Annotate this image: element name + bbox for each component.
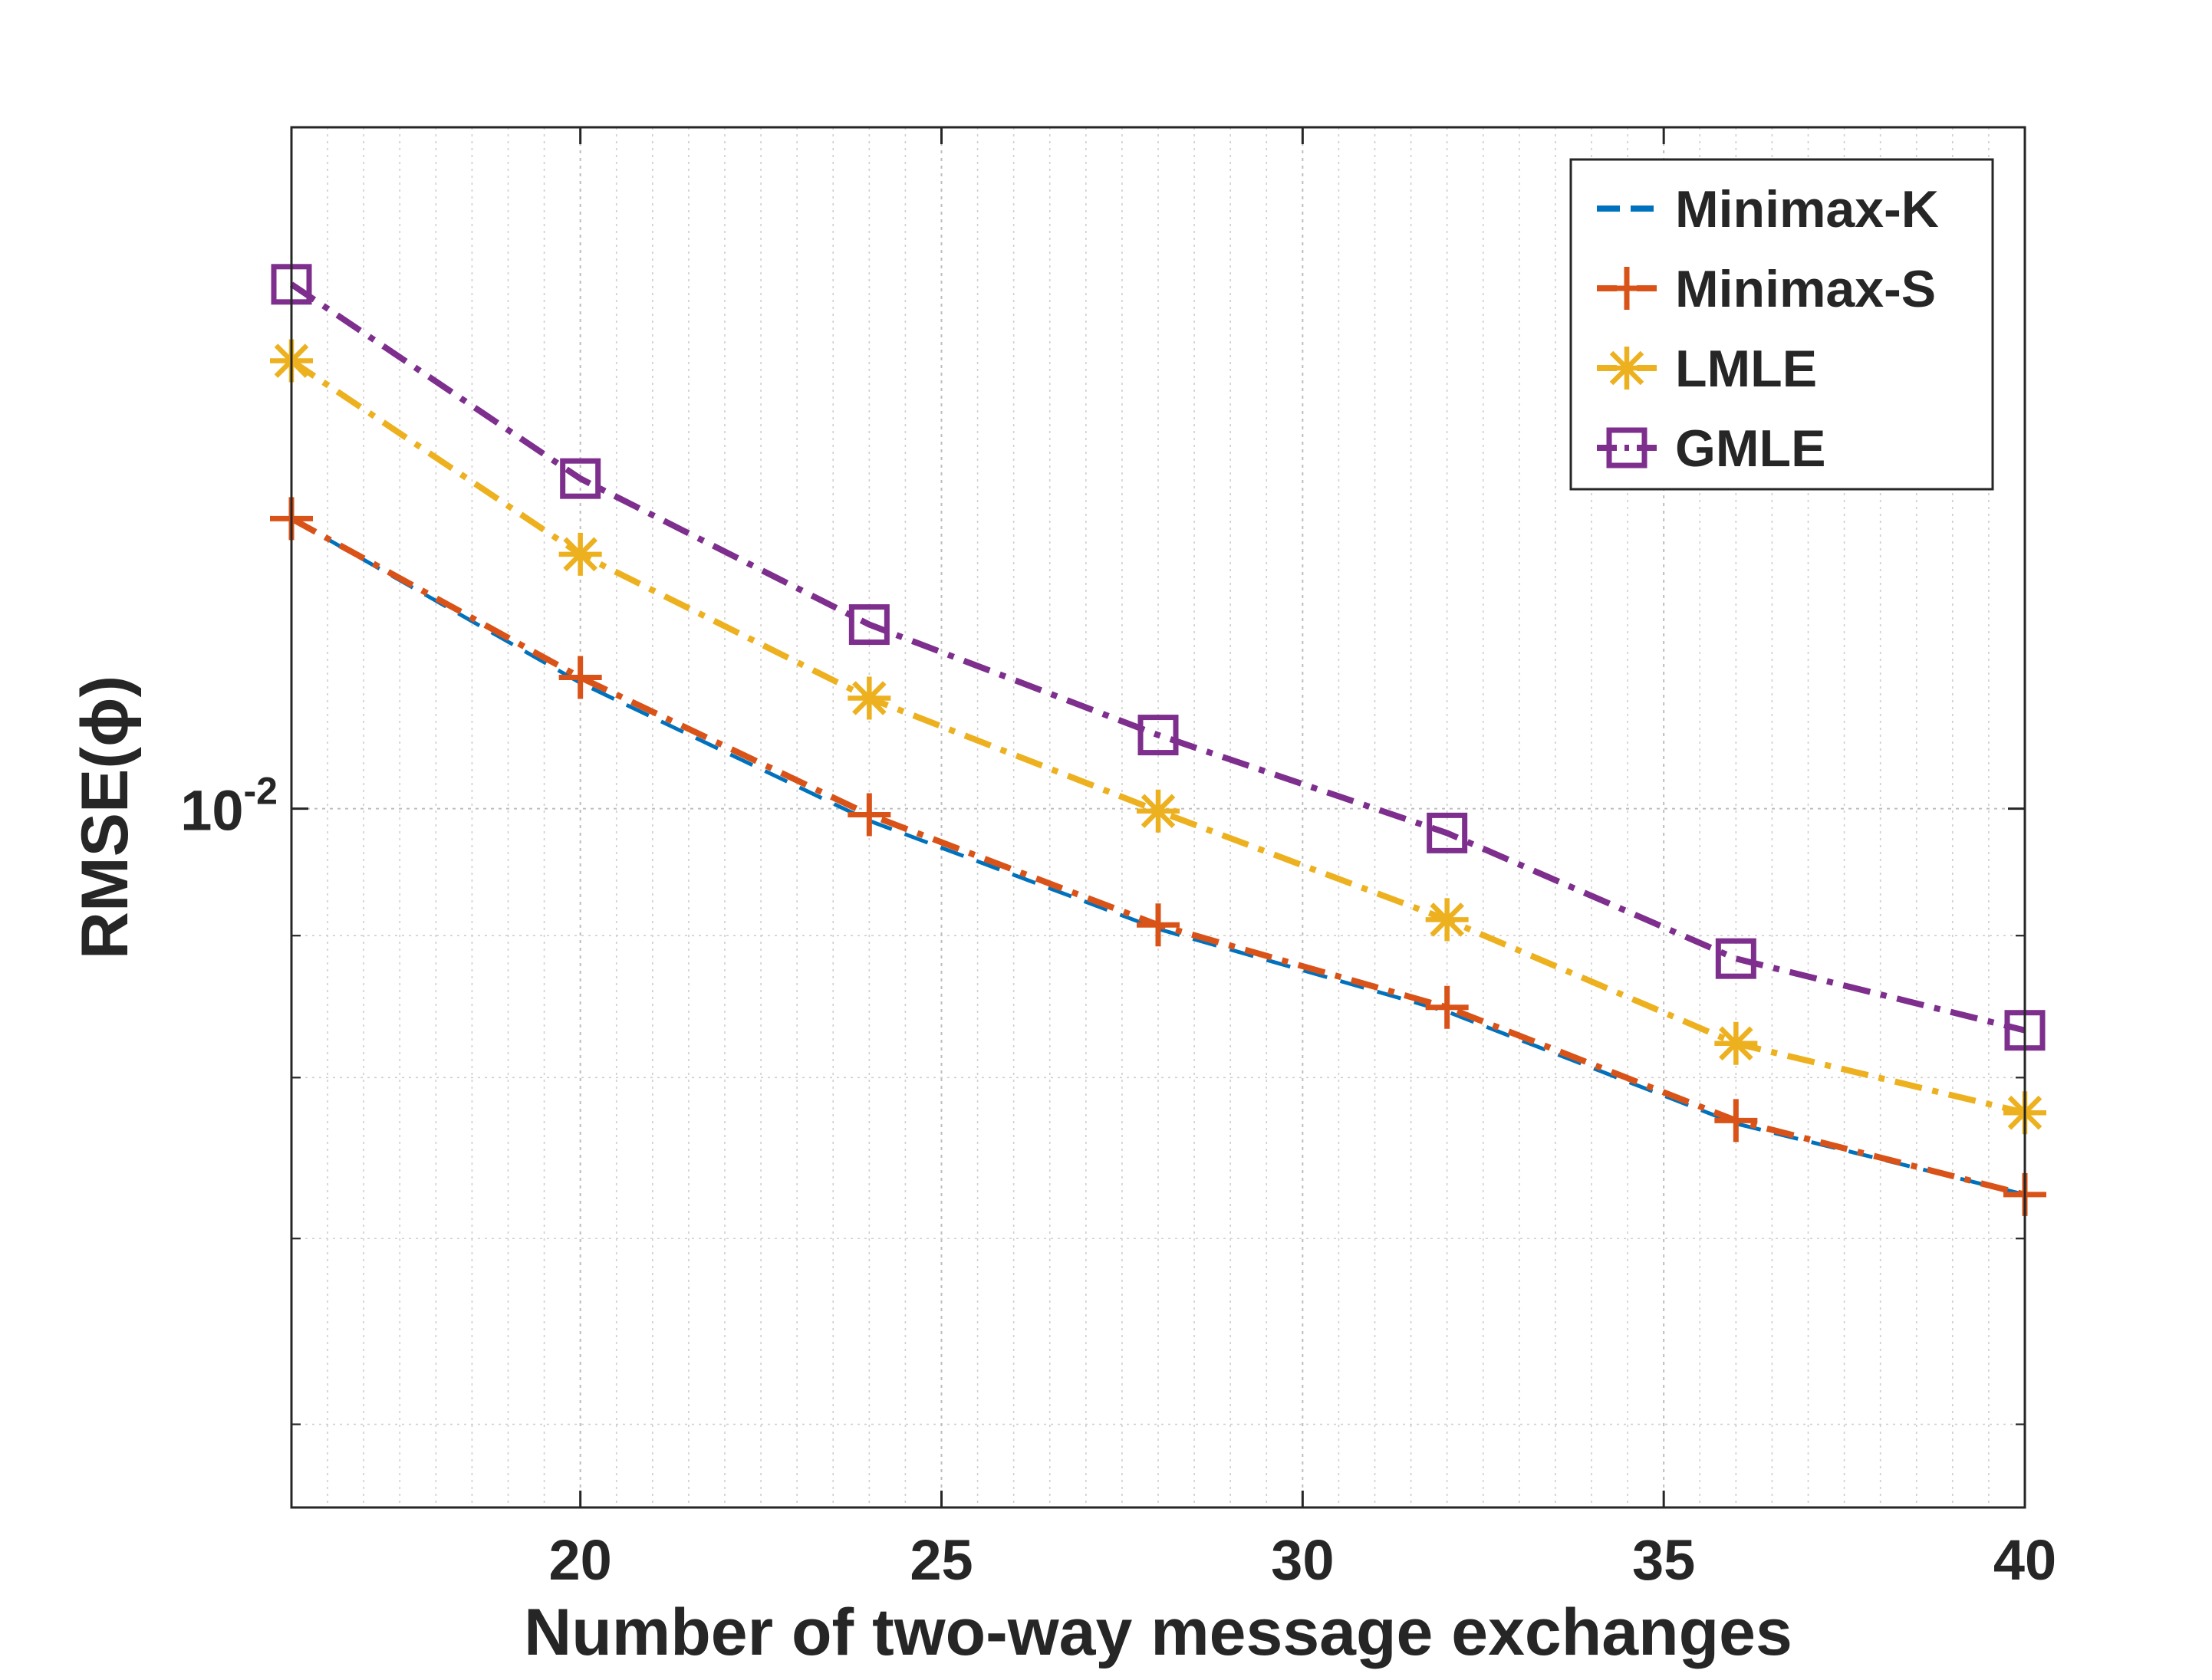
data-point-gmle xyxy=(1137,715,1179,756)
data-point-minimax-s xyxy=(848,793,891,837)
legend-box xyxy=(1569,158,1994,491)
x-tick-label: 40 xyxy=(1993,1528,2056,1592)
data-point-minimax-s xyxy=(1425,985,1469,1029)
data-point-lmle xyxy=(558,532,602,576)
x-tick-labels: 20 25 30 35 40 xyxy=(549,1528,2057,1592)
data-point-minimax-s xyxy=(558,656,602,699)
data-point-lmle xyxy=(1137,789,1180,833)
axis-ticks xyxy=(291,127,2026,1507)
data-point-minimax-s xyxy=(1137,903,1180,947)
legend-items: Minimax-K Minimax-S LMLE GMLE xyxy=(1597,180,1939,478)
data-point-lmle xyxy=(1714,1021,1758,1065)
legend-item-gmle: GMLE xyxy=(1597,419,1825,478)
y-tick-labels: 10-2 xyxy=(180,770,278,843)
legend-label-minimax-s: Minimax-S xyxy=(1675,260,1936,318)
legend-item-lmle: LMLE xyxy=(1597,340,1817,398)
legend-marker-gmle xyxy=(1606,427,1647,468)
series-layer xyxy=(270,264,2046,1216)
x-tick-label: 30 xyxy=(1271,1528,1334,1592)
y-axis-label: RMSE(ϕ) xyxy=(68,676,142,959)
axes-frame xyxy=(290,126,2026,1509)
series-line-gmle xyxy=(289,281,2026,1034)
data-point-minimax-s xyxy=(1714,1099,1758,1142)
data-point-lmle xyxy=(1425,898,1469,942)
legend-item-minimax-s: Minimax-S xyxy=(1597,260,1936,318)
legend: Minimax-K Minimax-S LMLE GMLE xyxy=(1569,158,1994,491)
data-point-gmle xyxy=(1427,812,1468,853)
x-tick-label: 25 xyxy=(910,1528,973,1592)
series-lmle xyxy=(270,339,2046,1135)
legend-label-minimax-k: Minimax-K xyxy=(1675,180,1939,238)
legend-marker-minimax-s xyxy=(1605,267,1648,310)
x-tick-label: 35 xyxy=(1632,1528,1695,1592)
legend-label-gmle: GMLE xyxy=(1675,419,1825,478)
legend-marker-lmle xyxy=(1605,347,1648,390)
data-point-gmle xyxy=(1715,938,1756,979)
data-point-gmle xyxy=(560,458,601,499)
x-axis-label: Number of two-way message exchanges xyxy=(524,1596,1792,1669)
legend-label-lmle: LMLE xyxy=(1675,340,1817,398)
x-tick-label: 20 xyxy=(549,1528,612,1592)
legend-item-minimax-k: Minimax-K xyxy=(1597,180,1939,238)
data-point-gmle xyxy=(848,604,890,646)
data-point-lmle xyxy=(848,676,891,720)
y-tick-label: 10-2 xyxy=(180,770,278,843)
